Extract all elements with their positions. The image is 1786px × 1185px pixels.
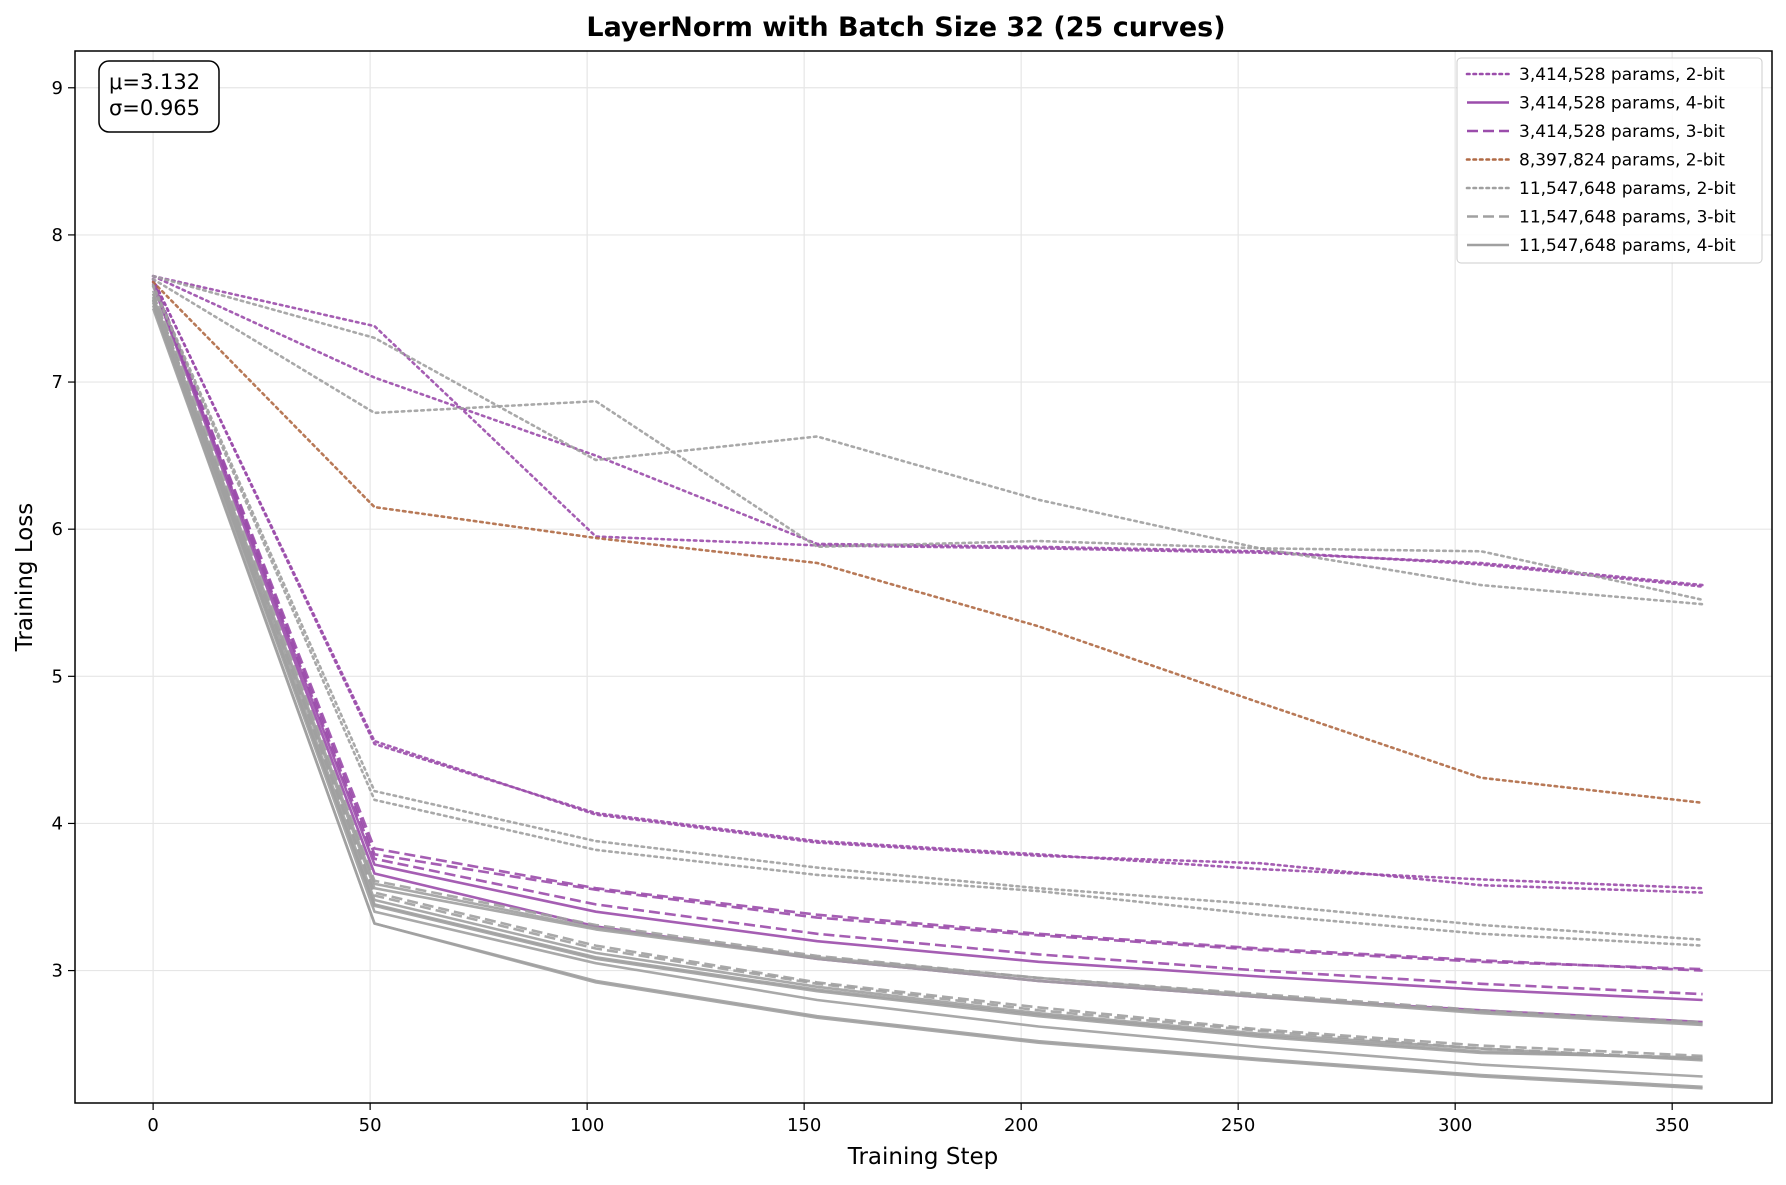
series-line-24 — [151, 300, 1703, 1078]
plot-frame — [74, 50, 1773, 1104]
stats-sigma: σ=0.965 — [109, 96, 200, 120]
y-tick-label: 8 — [52, 225, 63, 246]
y-tick-label: 5 — [52, 666, 63, 687]
series-line-13 — [151, 283, 1704, 942]
legend-label: 11,547,648 params, 2-bit — [1519, 179, 1736, 199]
series-line-8 — [151, 280, 1703, 971]
stats-mean: μ=3.132 — [109, 70, 200, 94]
x-tick-label: 100 — [570, 1115, 604, 1136]
series-line-21 — [151, 302, 1703, 1059]
series-line-25 — [151, 297, 1703, 1062]
series-line-10 — [151, 280, 1704, 805]
y-tick-label: 6 — [52, 519, 63, 540]
legend-label: 11,547,648 params, 3-bit — [1519, 208, 1736, 228]
x-tick-label: 350 — [1655, 1115, 1689, 1136]
x-tick-label: 50 — [359, 1115, 382, 1136]
series-line-19 — [151, 299, 1703, 1027]
legend-label: 3,414,528 params, 2-bit — [1519, 65, 1725, 85]
series-line-16 — [151, 293, 1703, 1058]
x-tick-label: 200 — [1004, 1115, 1038, 1136]
series-line-23 — [151, 308, 1703, 1090]
legend-label: 3,414,528 params, 3-bit — [1519, 122, 1725, 142]
legend-frame — [1456, 57, 1763, 264]
x-tick-label: 250 — [1221, 1115, 1255, 1136]
y-tick-label: 4 — [52, 813, 63, 834]
series-line-4 — [151, 277, 1704, 890]
legend-label: 11,547,648 params, 4-bit — [1519, 236, 1736, 256]
series-line-7 — [151, 280, 1703, 972]
y-tick-label: 3 — [52, 961, 63, 982]
series-line-12 — [151, 277, 1704, 602]
x-tick-label: 150 — [787, 1115, 821, 1136]
x-axis-label: Training Step — [847, 1144, 998, 1170]
chart-title: LayerNorm with Batch Size 32 (25 curves) — [586, 12, 1225, 43]
legend-label: 8,397,824 params, 2-bit — [1519, 151, 1725, 171]
stats-box-frame — [98, 60, 220, 133]
series-line-1 — [151, 274, 1704, 587]
y-tick-label: 7 — [52, 372, 63, 393]
legend-label: 3,414,528 params, 4-bit — [1519, 94, 1725, 114]
legend: 3,414,528 params, 2-bit 3,414,528 params,… — [1456, 57, 1763, 264]
series-line-20 — [151, 299, 1703, 1061]
series-line-9 — [151, 283, 1703, 996]
y-axis-label: Training Loss — [12, 503, 38, 653]
series-line-17 — [151, 293, 1703, 1061]
y-tick-label: 9 — [52, 78, 63, 99]
series-line-18 — [151, 296, 1703, 1025]
series-line-5 — [151, 281, 1703, 1002]
stats-box: μ=3.132 σ=0.965 — [98, 60, 220, 133]
series-line-3 — [151, 277, 1704, 894]
series-line-2 — [151, 274, 1704, 588]
series-line-14 — [151, 285, 1704, 947]
x-tick-label: 0 — [147, 1115, 158, 1136]
axis-ticks: 0 50 100 150 200 250 300 350 3 4 5 6 7 8 9 — [52, 78, 1690, 1136]
series-layer — [151, 274, 1704, 1090]
series-line-11 — [151, 274, 1704, 606]
x-tick-label: 300 — [1438, 1115, 1472, 1136]
